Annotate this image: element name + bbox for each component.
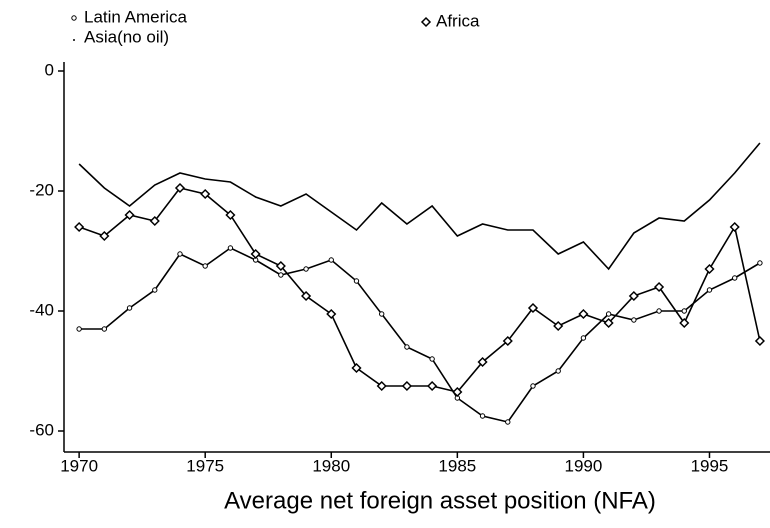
data-point: [729, 221, 740, 233]
data-point: [202, 263, 208, 269]
data-point: [681, 308, 687, 314]
x-tick-label: 1990: [565, 456, 603, 475]
data-point: [502, 335, 513, 347]
data-point: [99, 230, 110, 242]
data-point: [757, 260, 763, 266]
data-point: [101, 326, 108, 332]
y-tick-label: -20: [29, 180, 54, 199]
data-point: [300, 290, 312, 302]
legend-marker: [71, 15, 77, 21]
x-tick-label: 1985: [438, 456, 476, 475]
data-point: [631, 317, 637, 323]
data-point: [578, 308, 589, 320]
legend-label: Africa: [436, 11, 480, 30]
data-point: [732, 275, 738, 281]
data-point: [679, 317, 690, 329]
data-point: [555, 368, 561, 374]
data-point: [227, 245, 234, 251]
data-point: [477, 356, 488, 368]
data-point: [326, 308, 337, 320]
data-point: [553, 320, 564, 332]
y-tick-label: -40: [29, 300, 54, 319]
data-point: [605, 311, 612, 317]
y-tick-label: 0: [45, 60, 54, 79]
data-point: [427, 380, 438, 392]
series-line: [79, 247, 761, 423]
data-point: [250, 248, 261, 260]
data-point: [278, 272, 284, 278]
series-line: [78, 142, 761, 271]
data-point: [275, 260, 286, 272]
data-point: [124, 209, 135, 221]
data-point: [704, 263, 715, 275]
data-point: [452, 386, 463, 398]
data-point: [76, 326, 82, 332]
legend-label: Latin America: [84, 7, 188, 26]
data-point: [429, 356, 435, 362]
data-point: [628, 290, 639, 302]
data-point: [126, 305, 133, 311]
data-point: [200, 188, 211, 200]
legend-marker: [420, 16, 432, 28]
y-tick-label: -60: [29, 420, 54, 439]
data-point: [328, 257, 334, 263]
data-point: [351, 362, 362, 374]
data-point: [376, 380, 387, 392]
data-point: [177, 251, 183, 257]
x-tick-label: 1970: [60, 456, 98, 475]
data-point: [706, 287, 713, 293]
data-point: [225, 209, 236, 221]
data-point: [754, 335, 765, 347]
data-point: [303, 266, 309, 272]
data-point: [152, 287, 158, 293]
data-point: [401, 380, 412, 392]
data-point: [505, 419, 511, 425]
x-tick-label: 1980: [312, 456, 350, 475]
x-tick-label: 1975: [186, 456, 224, 475]
data-point: [353, 278, 360, 284]
data-point: [174, 182, 186, 194]
series-line: [78, 187, 761, 393]
legend-marker: [73, 39, 75, 41]
data-point: [580, 335, 587, 341]
data-point: [656, 308, 662, 314]
data-point: [479, 413, 486, 419]
x-tick-label: 1995: [691, 456, 729, 475]
data-point: [527, 302, 539, 314]
data-point: [653, 281, 665, 293]
data-point: [379, 311, 385, 317]
data-point: [404, 344, 410, 350]
data-point: [530, 383, 536, 389]
data-point: [74, 221, 85, 233]
x-axis-label: Average net foreign asset position (NFA): [224, 487, 656, 514]
data-point: [603, 317, 614, 329]
data-point: [149, 215, 160, 227]
legend-label: Asia(no oil): [84, 27, 169, 46]
